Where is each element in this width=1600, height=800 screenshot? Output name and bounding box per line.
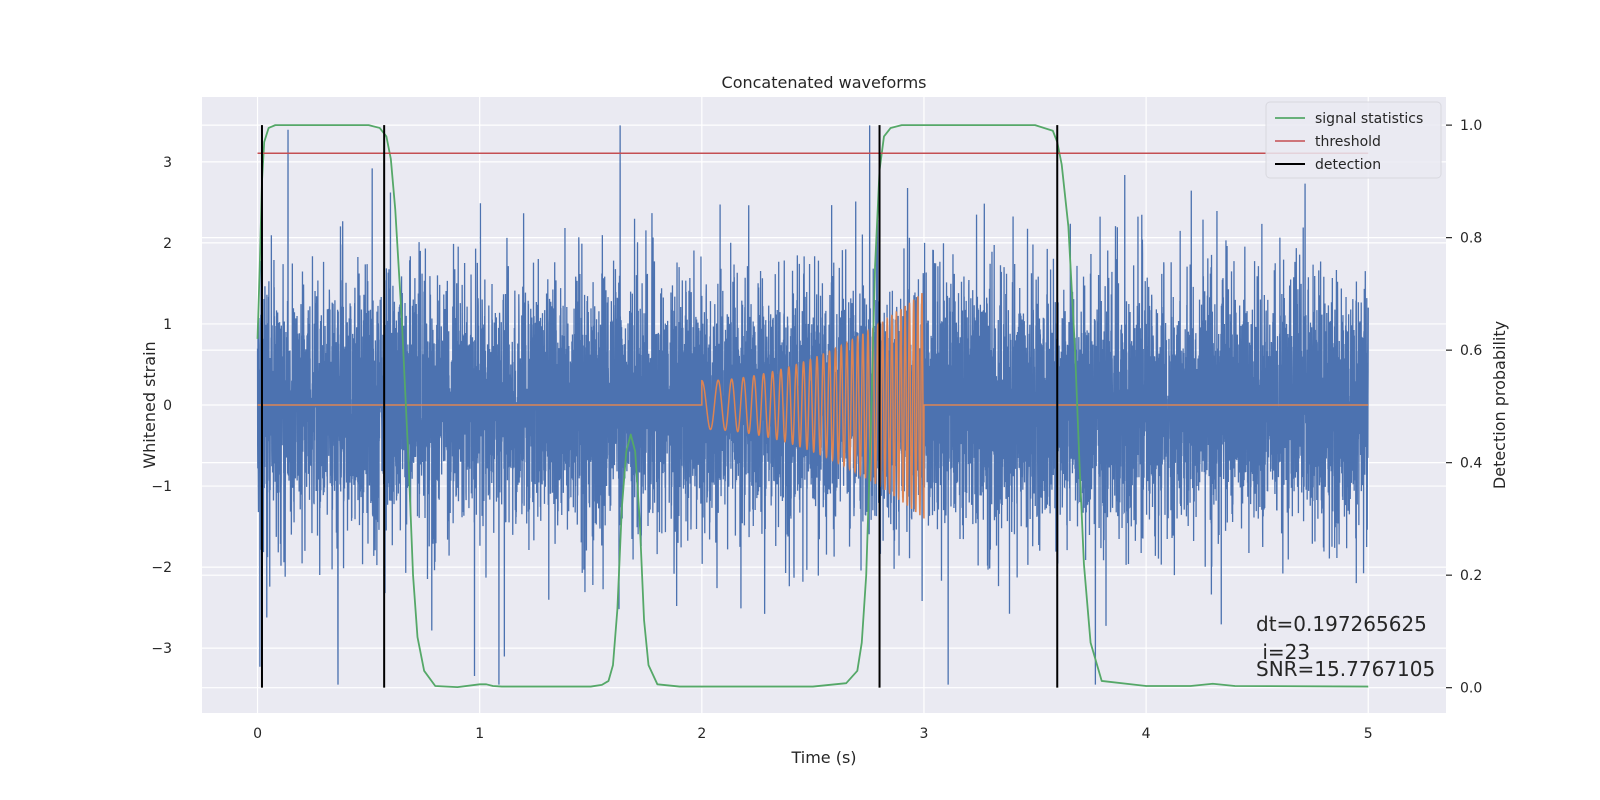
- y2-tick-label: 0.2: [1460, 568, 1482, 584]
- x-tick-label: 3: [920, 726, 929, 742]
- x-tick-label: 4: [1142, 726, 1151, 742]
- x-tick-label: 2: [697, 726, 706, 742]
- annotation-i: i=23: [1256, 640, 1310, 664]
- y-tick-label: 3: [163, 155, 172, 171]
- y2-tick-label: 0.6: [1460, 343, 1482, 359]
- legend-box: [1265, 101, 1442, 179]
- y-tick-label: 2: [163, 236, 172, 252]
- legend-label: signal statistics: [1315, 111, 1423, 127]
- y-tick-label: −1: [151, 479, 172, 495]
- legend-label: detection: [1315, 157, 1381, 173]
- x-tick-label: 0: [253, 726, 262, 742]
- legend: signal statistics threshold detection: [1265, 101, 1442, 179]
- y-tick-label: 1: [163, 317, 172, 333]
- y2-tick-label: 0.8: [1460, 231, 1482, 247]
- y-tick-label: 0: [163, 398, 172, 414]
- x-axis-label: Time (s): [790, 748, 856, 767]
- y-axis-label: Whitened strain: [140, 341, 159, 468]
- x-tick-label: 5: [1364, 726, 1373, 742]
- annotation-snr: SNR=15.7767105: [1256, 657, 1435, 681]
- chirp-series-line: [257, 292, 1369, 519]
- chart-title: Concatenated waveforms: [722, 73, 927, 92]
- y-tick-label: −3: [151, 641, 172, 657]
- x-tick-label: 1: [475, 726, 484, 742]
- y2-tick-label: 0.0: [1460, 681, 1482, 697]
- signal-statistics-line: [256, 124, 1369, 689]
- legend-label: threshold: [1315, 134, 1381, 150]
- y2-tick-label: 0.4: [1460, 456, 1482, 472]
- y-tick-label: −2: [151, 560, 172, 576]
- y2-axis-label: Detection probability: [1490, 321, 1509, 489]
- annotation-dt: dt=0.197265625: [1256, 612, 1427, 636]
- y2-tick-label: 1.0: [1460, 118, 1482, 134]
